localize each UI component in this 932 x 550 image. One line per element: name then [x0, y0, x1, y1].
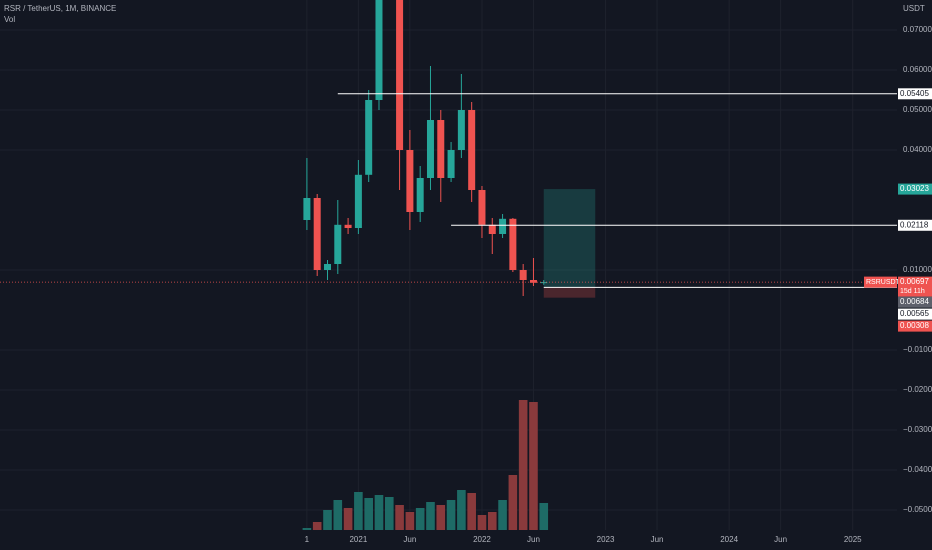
volume-bar — [477, 515, 487, 530]
volume-label: Vol — [4, 15, 15, 24]
volume-bar — [446, 500, 456, 530]
candle-body — [437, 120, 445, 178]
volume-bar — [384, 497, 394, 530]
level-tag: 0.05405 — [900, 89, 929, 98]
price-tag: 0.00684 — [900, 297, 929, 306]
volume-bar — [539, 503, 549, 530]
volume-bar — [457, 490, 466, 530]
price-tag-bg — [898, 308, 932, 320]
y-tick-label: −0.04000 — [903, 465, 932, 474]
x-tick-label: Jun — [774, 535, 787, 544]
chart-title: RSR / TetherUS, 1M, BINANCE — [4, 4, 116, 13]
volume-bar — [498, 500, 507, 530]
volume-bar — [354, 492, 363, 530]
y-tick-label: −0.01000 — [903, 345, 932, 354]
volume-bar — [405, 512, 415, 530]
y-tick-label: 0.04000 — [903, 145, 932, 154]
last-tag-bg — [898, 276, 932, 297]
candle-body — [426, 120, 434, 178]
price-tag-bg — [898, 296, 932, 308]
volume-bar — [302, 528, 312, 530]
last-tag: 0.00697 — [900, 277, 929, 286]
x-tick-label: 2023 — [597, 535, 615, 544]
unit-label: USDT — [903, 4, 925, 13]
plot — [0, 0, 897, 530]
candle-body — [540, 282, 548, 284]
candle-body — [406, 150, 414, 212]
candle-body — [354, 174, 362, 228]
symbol-tag: RSRUSDT — [866, 279, 901, 286]
candle-body — [509, 218, 517, 270]
volume-bar — [323, 510, 332, 530]
volume-bar — [364, 498, 373, 530]
candle-body — [499, 218, 507, 234]
candle-body — [313, 198, 321, 270]
candle-body — [529, 280, 537, 283]
candle-body — [447, 150, 455, 178]
y-tick-label: 0.05000 — [903, 105, 932, 114]
volume-bar — [426, 502, 435, 530]
price-tag: 0.00308 — [900, 321, 929, 330]
price-tag-bg — [898, 320, 932, 332]
candle-body — [396, 0, 404, 150]
volume-bar — [374, 495, 384, 530]
candle-body — [416, 178, 424, 212]
volume-bar — [487, 512, 497, 530]
level-tag-bg — [898, 219, 932, 231]
x-tick-label: 2025 — [844, 535, 862, 544]
volume-bar — [333, 500, 343, 530]
countdown: 15d 11h — [900, 288, 925, 295]
candle-body — [375, 0, 383, 100]
volume-bar — [467, 493, 476, 530]
candle-body — [323, 264, 331, 270]
x-tick-label: 1 — [305, 535, 310, 544]
x-tick-label: 2024 — [720, 535, 738, 544]
y-tick-label: −0.02000 — [903, 385, 932, 394]
target-tag-bg — [898, 183, 932, 195]
x-tick-label: Jun — [403, 535, 416, 544]
candle-body — [344, 224, 352, 228]
target-tag: 0.03023 — [900, 184, 929, 193]
y-tick-label: 0.06000 — [903, 65, 932, 74]
y-tick-label: 0.01000 — [903, 265, 932, 274]
candle-body — [457, 110, 465, 150]
candle-body — [365, 100, 373, 175]
stop-zone — [543, 287, 596, 298]
volume-bar — [415, 508, 425, 530]
level-tag-bg — [898, 88, 932, 100]
grid — [0, 0, 897, 530]
y-tick-label: −0.03000 — [903, 425, 932, 434]
target-zone — [543, 189, 596, 288]
candle-body — [468, 110, 476, 190]
volume-bar — [343, 508, 353, 530]
volume-bar — [529, 402, 538, 530]
x-tick-label: Jun — [527, 535, 540, 544]
candle-body — [488, 224, 496, 234]
level-tag: 0.02118 — [900, 220, 929, 229]
y-tick-label: 0.07000 — [903, 25, 932, 34]
symbol-tag-bg — [864, 276, 897, 288]
y-tick-label: −0.05000 — [903, 505, 932, 514]
price-tag: 0.00565 — [900, 309, 929, 318]
volume-bar — [395, 505, 404, 530]
volume-bar — [436, 505, 446, 530]
volume-bar — [312, 522, 322, 530]
candle-body — [303, 198, 311, 220]
x-tick-label: 2022 — [473, 535, 491, 544]
x-tick-label: Jun — [651, 535, 664, 544]
volume-bar — [518, 400, 528, 530]
candle-body — [519, 270, 527, 280]
x-tick-label: 2021 — [349, 535, 367, 544]
axes: 0.07000 0.06000 0.05000 0.04000 0.01000 −0.01… — [305, 25, 932, 544]
candle-body — [478, 190, 486, 225]
volume-bar — [508, 475, 518, 530]
candle-body — [334, 224, 342, 264]
